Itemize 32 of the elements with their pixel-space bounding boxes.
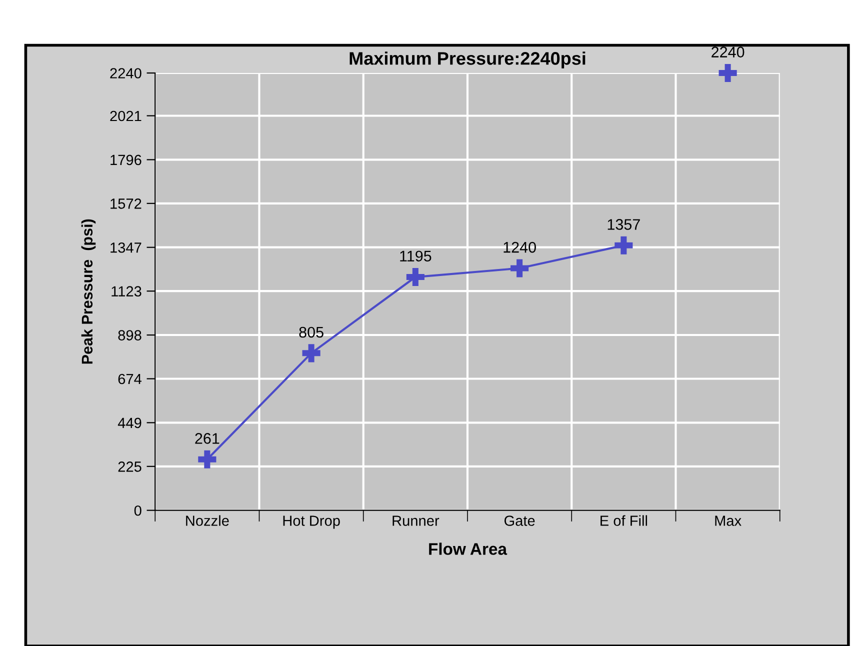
data-label: 1357	[608, 219, 640, 230]
y-tick-label: 2021	[110, 110, 142, 122]
y-tick-label: 2240	[110, 68, 142, 78]
y-tick-label: 1796	[110, 154, 142, 166]
y-tick-label: 1572	[110, 198, 142, 209]
y-tick-label: 1123	[112, 286, 142, 297]
point	[406, 268, 424, 286]
x-tick-label: E of Fill	[600, 515, 648, 526]
point	[302, 344, 320, 362]
y-axis-title: Peak Pressure (psi)	[81, 219, 96, 364]
y-tick-label: 1347	[110, 242, 142, 253]
data-label: 805	[299, 326, 324, 338]
data-label: 1240	[504, 242, 536, 253]
y-tick-label: 898	[118, 330, 142, 340]
y-tick-label: 674	[118, 374, 142, 384]
x-tick-label: Hot Drop	[283, 516, 340, 529]
data-label: 1195	[400, 250, 432, 262]
y-tick-label: 0	[134, 505, 142, 516]
x-tick-label: Runner	[392, 516, 440, 526]
y-tick-label: 225	[118, 462, 142, 472]
y-tick-label: 449	[118, 418, 142, 428]
x-tick-label: Max	[715, 516, 742, 526]
x-tick-label: Gate	[504, 516, 535, 526]
chart-title: Maximum Pressure:2240psi	[350, 52, 586, 68]
x-axis-title: Flow Area	[429, 542, 508, 555]
data-label: 2240	[712, 46, 744, 58]
point	[718, 64, 737, 82]
point	[510, 259, 529, 278]
point	[198, 450, 216, 468]
point	[614, 236, 633, 254]
x-tick-label: Nozzle	[186, 515, 229, 526]
data-label: 261	[195, 433, 220, 444]
